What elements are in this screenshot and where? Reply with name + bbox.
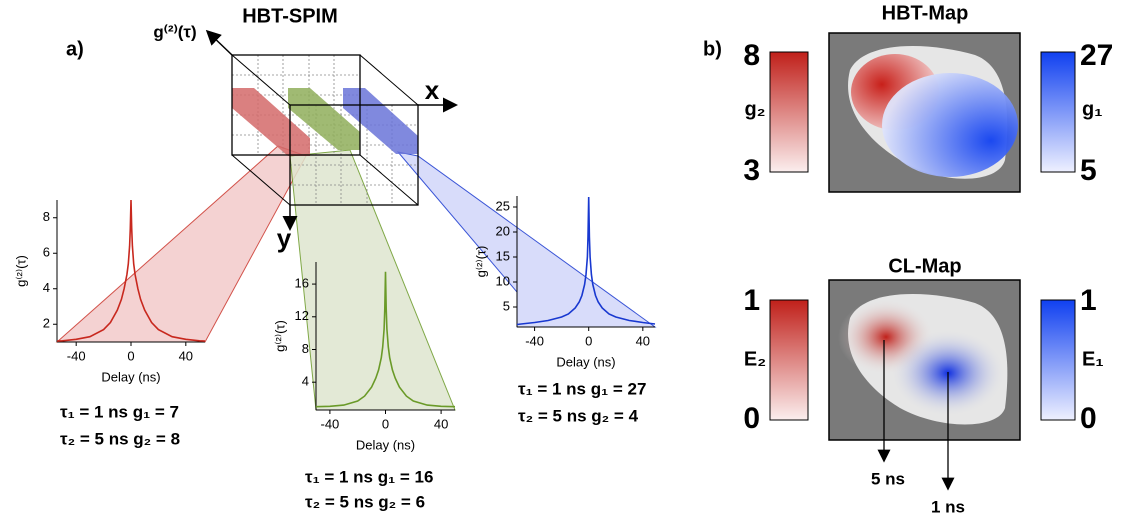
arrow-label: 5 ns [871, 469, 905, 488]
annotation: τ₁ = 1 ns g₁ = 27 [518, 379, 646, 398]
line-series [516, 196, 656, 326]
cube-axis-label: x [425, 75, 440, 105]
x-tick-label: -40 [67, 348, 86, 363]
y-axis-label: g⁽²⁾(τ) [13, 255, 28, 287]
colorbar-tick: 1 [1080, 284, 1097, 317]
y-tick-label: 15 [496, 248, 510, 263]
x-tick-label: 0 [585, 333, 592, 348]
y-tick-label: 10 [496, 273, 510, 288]
projection-red [55, 145, 307, 343]
arrow-label: 1 ns [931, 497, 965, 516]
annotation: τ₂ = 5 ns g₂ = 6 [305, 492, 425, 511]
x-tick-label: 40 [434, 416, 448, 431]
y-tick-label: 4 [43, 280, 50, 295]
line-series [315, 271, 456, 408]
annotation: τ₁ = 1 ns g₁ = 7 [60, 402, 179, 421]
y-tick-label: 12 [295, 308, 309, 323]
x-axis-label: Delay (ns) [101, 369, 160, 384]
colorbar-tick: 8 [743, 39, 760, 72]
x-axis-label: Delay (ns) [356, 437, 415, 452]
cube-title: HBT-SPIM [242, 5, 338, 27]
x-tick-label: -40 [321, 416, 340, 431]
y-axis-label: g⁽²⁾(τ) [272, 320, 287, 352]
colorbar-tick: 1 [743, 284, 760, 317]
annotation: τ₂ = 5 ns g₂ = 4 [518, 406, 639, 425]
map-title: CL-Map [888, 255, 961, 277]
annotation: τ₁ = 1 ns g₁ = 16 [305, 467, 433, 486]
x-tick-label: -40 [525, 333, 544, 348]
y-tick-label: 25 [496, 198, 510, 213]
annotation: τ₂ = 5 ns g₂ = 8 [60, 429, 180, 448]
colorbar-label: E₁ [1082, 348, 1104, 370]
colorbar-label: g₂ [744, 98, 765, 120]
colorbar-tick: 0 [743, 402, 760, 435]
y-tick-label: 20 [496, 223, 510, 238]
y-axis-label: g⁽²⁾(τ) [473, 246, 488, 278]
x-tick-label: 0 [382, 416, 389, 431]
x-axis-label: Delay (ns) [556, 354, 615, 369]
y-tick-label: 8 [43, 209, 50, 224]
cube-axis-label: y [277, 223, 292, 253]
colorbar-tick: 5 [1080, 154, 1097, 187]
cube [205, 29, 458, 231]
map-title: HBT-Map [882, 2, 969, 24]
cube-axis-label: g⁽²⁾(τ) [153, 22, 196, 41]
projection-blue [396, 151, 657, 328]
y-tick-label: 4 [302, 374, 309, 389]
x-tick-label: 40 [636, 333, 650, 348]
colorbar-label: g₁ [1082, 98, 1103, 120]
colorbar-tick: 3 [743, 154, 760, 187]
line-series [56, 199, 206, 342]
x-tick-label: 0 [127, 348, 134, 363]
colorbar-label: E₂ [744, 348, 766, 370]
panel-label: a) [66, 38, 84, 60]
colorbar-tick: 27 [1080, 39, 1113, 72]
x-tick-label: 40 [179, 348, 193, 363]
panel-label: b) [703, 38, 722, 60]
cl-map [769, 279, 1076, 491]
y-tick-label: 2 [43, 316, 50, 331]
colorbar-tick: 0 [1080, 402, 1097, 435]
y-tick-label: 8 [302, 341, 309, 356]
hbt-map [769, 32, 1076, 193]
y-tick-label: 5 [503, 298, 510, 313]
y-tick-label: 6 [43, 245, 50, 260]
y-tick-label: 16 [295, 276, 309, 291]
